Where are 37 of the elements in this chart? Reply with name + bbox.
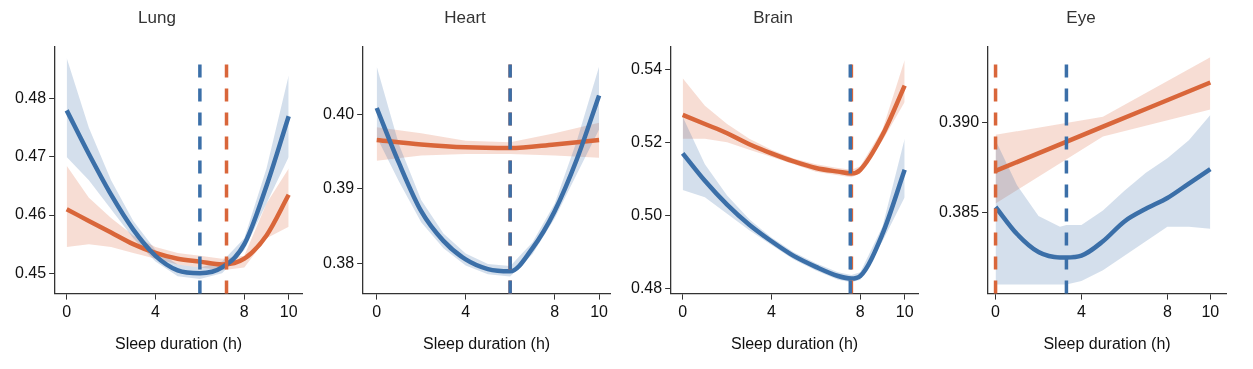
x-tick-label: 0 bbox=[991, 302, 1001, 320]
y-tick-label: 0.52 bbox=[631, 132, 663, 150]
y-tick-label: 0.48 bbox=[15, 89, 47, 107]
y-tick-label: 0.48 bbox=[631, 279, 663, 297]
x-tick-label: 4 bbox=[1077, 302, 1087, 320]
x-tick-label: 8 bbox=[1162, 302, 1172, 320]
x-tick-label: 0 bbox=[678, 302, 688, 320]
y-tick-label: 0.385 bbox=[938, 202, 980, 220]
y-tick-label: 0.54 bbox=[631, 59, 663, 77]
x-tick-label: 10 bbox=[1201, 302, 1220, 320]
x-tick-label: 8 bbox=[239, 302, 249, 320]
x-tick-label: 4 bbox=[461, 302, 471, 320]
x-axis-title: Sleep duration (h) bbox=[422, 334, 551, 352]
x-tick-label: 8 bbox=[855, 302, 865, 320]
y-tick-label: 0.45 bbox=[15, 263, 47, 281]
y-tick-label: 0.46 bbox=[15, 205, 47, 223]
x-tick-label: 4 bbox=[767, 302, 777, 320]
chart-title: Brain bbox=[753, 7, 793, 27]
x-tick-label: 10 bbox=[895, 302, 914, 320]
y-tick-label: 0.47 bbox=[15, 147, 47, 165]
y-tick-label: 0.38 bbox=[323, 253, 355, 271]
chart-title: Eye bbox=[1066, 7, 1096, 27]
x-tick-label: 0 bbox=[62, 302, 72, 320]
x-tick-label: 4 bbox=[151, 302, 161, 320]
x-tick-label: 8 bbox=[550, 302, 560, 320]
x-axis-title: Sleep duration (h) bbox=[1043, 334, 1171, 352]
x-axis-title: Sleep duration (h) bbox=[730, 334, 859, 352]
x-axis-title: Sleep duration (h) bbox=[114, 334, 243, 352]
x-tick-label: 10 bbox=[590, 302, 609, 320]
y-tick-label: 0.40 bbox=[323, 105, 355, 123]
x-tick-label: 10 bbox=[279, 302, 298, 320]
y-tick-label: 0.390 bbox=[938, 112, 980, 130]
y-tick-label: 0.50 bbox=[631, 206, 663, 223]
x-tick-label: 0 bbox=[372, 302, 382, 320]
chart-title: Lung bbox=[138, 7, 176, 27]
chart-title: Heart bbox=[444, 7, 487, 27]
y-tick-label: 0.39 bbox=[323, 179, 355, 197]
